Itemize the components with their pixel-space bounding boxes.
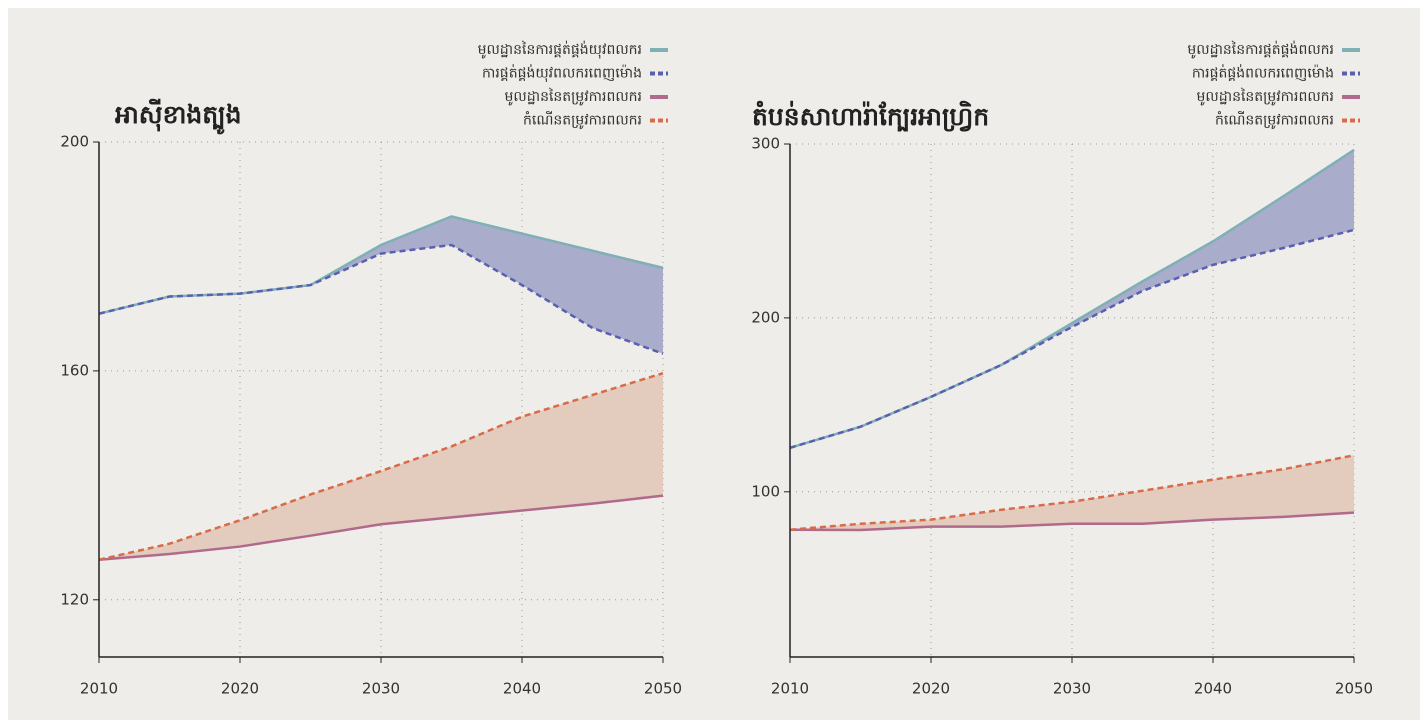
series-line bbox=[98, 371, 664, 561]
series-line bbox=[789, 454, 1355, 531]
x-tick-label: 2020 bbox=[221, 680, 259, 698]
x-tick-label: 2010 bbox=[80, 680, 118, 698]
x-tick-label: 2040 bbox=[503, 680, 541, 698]
legend-label: ការផ្គត់ផ្គង់យុវពលករពេញម៉ោង bbox=[482, 64, 642, 83]
legend-label: កំណើនតម្រូវការពលករ bbox=[523, 111, 642, 130]
chart-title: អាស៊ីខាងត្បូង bbox=[115, 98, 241, 135]
y-tick-label: 300 bbox=[751, 135, 780, 153]
legend-label: មូលដ្ឋាននៃការផ្គត់ផ្គង់ពលករ bbox=[1187, 40, 1334, 59]
series-line bbox=[789, 511, 1355, 532]
series-line bbox=[789, 148, 1355, 449]
y-tick-label: 160 bbox=[60, 361, 89, 379]
x-tick-label: 2020 bbox=[912, 680, 950, 698]
x-tick-label: 2050 bbox=[644, 680, 682, 698]
x-tick-label: 2040 bbox=[1194, 680, 1232, 698]
legend-label: ការផ្គត់ផ្គង់ពលករពេញម៉ោង bbox=[1192, 64, 1334, 82]
y-tick-label: 200 bbox=[60, 133, 89, 151]
legend-label: មូលដ្ឋាននៃការផ្គត់ផ្គង់យុវពលករ bbox=[478, 40, 642, 59]
y-tick-label: 100 bbox=[751, 482, 780, 500]
x-tick-label: 2030 bbox=[362, 680, 400, 698]
series-line bbox=[98, 215, 664, 315]
x-tick-label: 2010 bbox=[771, 680, 809, 698]
series-line bbox=[98, 494, 664, 561]
y-tick-label: 120 bbox=[60, 590, 89, 608]
legend-label: មូលដ្ឋាននៃតម្រូវការពលករ bbox=[505, 87, 642, 106]
series-line bbox=[98, 243, 664, 355]
band-fill bbox=[99, 373, 663, 560]
x-tick-label: 2050 bbox=[1335, 680, 1373, 698]
legend-label: មូលដ្ឋាននៃតម្រូវការពលករ bbox=[1197, 87, 1334, 106]
y-tick-label: 200 bbox=[751, 308, 780, 326]
x-tick-label: 2030 bbox=[1053, 680, 1091, 698]
band-fill bbox=[99, 216, 663, 354]
band-fill bbox=[790, 455, 1354, 531]
chart-title: តំបន់សាហារ៉ាក្បែរអាហ្រ្វិក bbox=[752, 100, 989, 132]
series-line bbox=[789, 228, 1355, 449]
legend-label: កំណើនតម្រូវការពលករ bbox=[1215, 111, 1334, 130]
panel-background bbox=[8, 8, 1420, 720]
